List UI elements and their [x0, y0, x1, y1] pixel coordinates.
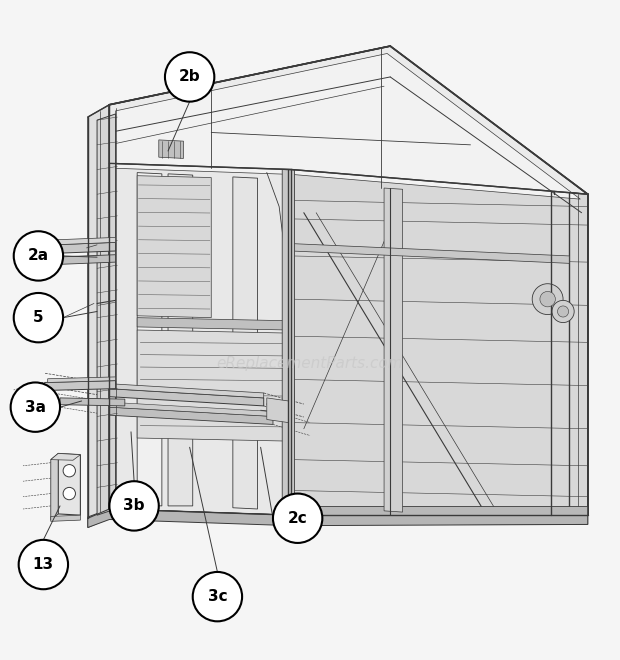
Polygon shape — [58, 453, 81, 515]
Circle shape — [109, 481, 159, 531]
Circle shape — [63, 487, 76, 500]
Polygon shape — [51, 515, 81, 521]
Circle shape — [11, 382, 60, 432]
Polygon shape — [51, 453, 58, 520]
Polygon shape — [109, 164, 291, 515]
Polygon shape — [54, 255, 115, 265]
Polygon shape — [233, 177, 257, 509]
Text: 2c: 2c — [288, 511, 308, 526]
Polygon shape — [51, 242, 115, 253]
Polygon shape — [291, 170, 588, 515]
Text: 13: 13 — [33, 557, 54, 572]
Text: 3a: 3a — [25, 400, 46, 414]
Polygon shape — [88, 509, 588, 527]
Circle shape — [540, 292, 556, 307]
Polygon shape — [168, 174, 193, 506]
Polygon shape — [159, 140, 184, 158]
Circle shape — [273, 494, 322, 543]
Text: 2b: 2b — [179, 69, 200, 84]
Polygon shape — [88, 509, 588, 527]
Circle shape — [165, 52, 215, 102]
Circle shape — [532, 284, 563, 315]
Polygon shape — [137, 173, 162, 506]
Polygon shape — [97, 114, 115, 515]
Polygon shape — [291, 244, 569, 263]
Circle shape — [63, 465, 76, 477]
Polygon shape — [88, 105, 109, 518]
Polygon shape — [109, 383, 264, 398]
Polygon shape — [291, 506, 588, 515]
Text: 5: 5 — [33, 310, 44, 325]
Polygon shape — [115, 53, 580, 199]
Polygon shape — [109, 389, 264, 406]
Polygon shape — [282, 170, 294, 515]
Circle shape — [193, 572, 242, 621]
Polygon shape — [109, 402, 273, 416]
Polygon shape — [384, 188, 402, 512]
Text: 2a: 2a — [28, 248, 49, 263]
Circle shape — [552, 300, 574, 323]
Polygon shape — [48, 377, 115, 382]
Text: 3c: 3c — [208, 589, 227, 604]
Text: 3b: 3b — [123, 498, 145, 513]
Polygon shape — [137, 176, 211, 317]
Polygon shape — [45, 381, 115, 391]
Polygon shape — [137, 330, 288, 441]
Text: eReplacementParts.com: eReplacementParts.com — [216, 356, 404, 372]
Circle shape — [14, 293, 63, 343]
Polygon shape — [137, 317, 288, 330]
Circle shape — [19, 540, 68, 589]
Polygon shape — [267, 398, 288, 422]
Polygon shape — [51, 453, 81, 460]
Polygon shape — [109, 46, 588, 194]
Polygon shape — [54, 238, 115, 245]
Circle shape — [14, 231, 63, 280]
Polygon shape — [60, 398, 125, 406]
Circle shape — [557, 306, 569, 317]
Polygon shape — [109, 407, 273, 424]
